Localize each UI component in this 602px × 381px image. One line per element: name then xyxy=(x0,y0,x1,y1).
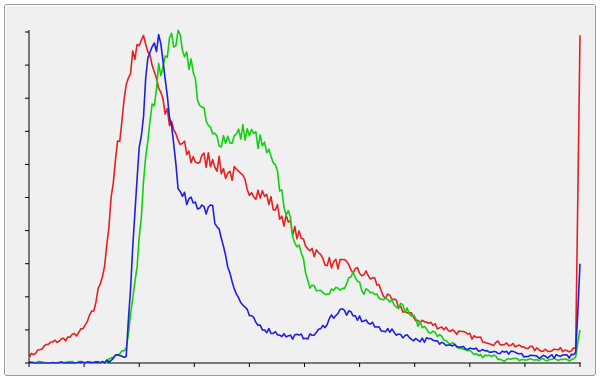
series-line-1 xyxy=(28,29,581,364)
histogram-axes xyxy=(25,30,581,367)
series-line-2 xyxy=(28,33,581,364)
histogram-panel xyxy=(4,4,596,376)
histogram-series xyxy=(28,29,581,364)
series-line-0 xyxy=(28,34,581,359)
